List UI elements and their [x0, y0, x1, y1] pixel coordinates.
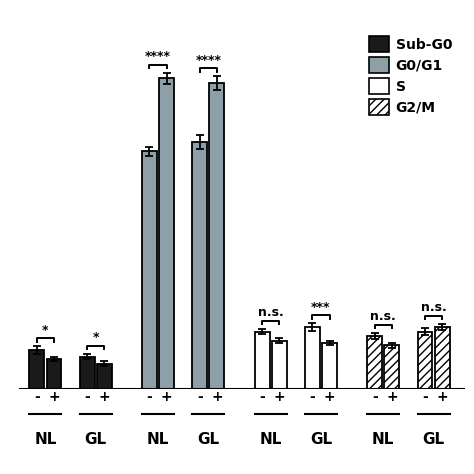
Bar [367, 336, 382, 389]
Bar [210, 83, 224, 389]
Text: ***: *** [311, 301, 331, 314]
Text: *: * [42, 324, 49, 337]
Bar [418, 332, 432, 389]
Text: n.s.: n.s. [421, 301, 447, 314]
Text: ****: **** [145, 50, 171, 64]
Text: GL: GL [422, 432, 445, 447]
Legend: Sub-G0, G0/G1, S, G2/M: Sub-G0, G0/G1, S, G2/M [364, 31, 457, 120]
Bar [159, 79, 174, 389]
Text: NL: NL [259, 432, 282, 447]
Text: GL: GL [197, 432, 219, 447]
Bar [435, 327, 450, 389]
Text: n.s.: n.s. [258, 306, 283, 319]
Bar [305, 327, 320, 389]
Bar [272, 341, 287, 389]
Text: NL: NL [34, 432, 56, 447]
Bar [142, 152, 157, 389]
Bar [46, 359, 62, 389]
Bar [255, 332, 270, 389]
Bar [384, 346, 400, 389]
Bar [322, 343, 337, 389]
Text: GL: GL [85, 432, 107, 447]
Text: GL: GL [310, 432, 332, 447]
Text: ****: **** [195, 54, 221, 66]
Text: n.s.: n.s. [371, 310, 396, 323]
Text: *: * [92, 331, 99, 345]
Text: NL: NL [147, 432, 169, 447]
Bar [80, 357, 94, 389]
Bar [192, 142, 207, 389]
Bar [97, 364, 112, 389]
Bar [29, 350, 44, 389]
Text: NL: NL [372, 432, 394, 447]
